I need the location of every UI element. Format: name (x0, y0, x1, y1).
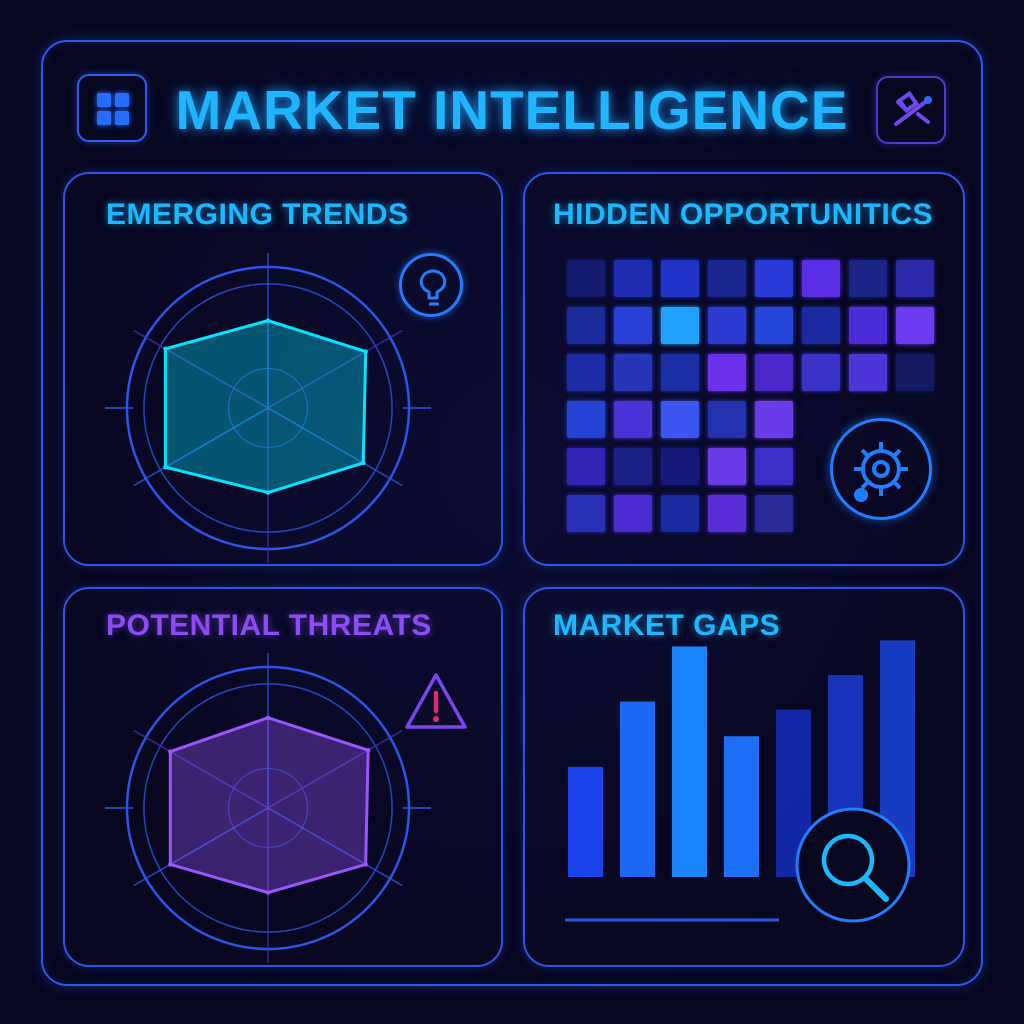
menu-button[interactable] (77, 74, 147, 142)
heatmap-cell (755, 448, 793, 485)
heatmap-cell (849, 354, 887, 391)
page-title: MARKET INTELLIGENCE (175, 79, 849, 141)
heatmap-cell (661, 307, 699, 344)
trend-radar-point (265, 318, 271, 323)
dashboard-frame (41, 40, 983, 986)
potential-threats-panel[interactable]: POTENTIAL THREATS (63, 587, 503, 967)
market-gap-bar (672, 646, 707, 877)
heatmap-cell (661, 401, 699, 438)
emerging-trends-panel[interactable]: EMERGING TRENDS (63, 172, 503, 566)
lightbulb-icon[interactable] (399, 253, 463, 317)
market-gaps-title: MARKET GAPS (553, 609, 781, 642)
potential-threats-radar (105, 652, 431, 964)
heatmap-cell (755, 260, 793, 297)
heatmap-cell (708, 495, 746, 532)
heatmap-cell (661, 495, 699, 532)
threat-radar-axis (267, 807, 403, 887)
potential-threats-title: POTENTIAL THREATS (106, 609, 432, 642)
emerging-trends-title: EMERGING TRENDS (106, 198, 409, 231)
heatmap-cell (802, 260, 840, 297)
heatmap-cell (896, 307, 934, 344)
heatmap-cell (614, 401, 652, 438)
threat-radar-point (265, 715, 271, 720)
trend-radar-point (361, 460, 366, 466)
heatmap-cell (708, 401, 746, 438)
grid-icon (97, 93, 111, 107)
emerging-trends-radar (105, 252, 431, 564)
heatmap-cell (708, 354, 746, 391)
gear-icon[interactable] (830, 418, 932, 520)
heatmap-cell (708, 260, 746, 297)
heatmap-cell (755, 401, 793, 438)
market-gap-bar (620, 701, 655, 877)
heatmap-cell (708, 307, 746, 344)
heatmap-cell (567, 448, 605, 485)
heatmap-cell (849, 307, 887, 344)
heatmap-cell (849, 260, 887, 297)
trend-radar-axis (267, 329, 403, 409)
heatmap-cell (567, 260, 605, 297)
heatmap-cell (614, 354, 652, 391)
satellite-icon (894, 90, 932, 126)
threat-radar-axis (133, 807, 269, 887)
heatmap-cell (614, 260, 652, 297)
threat-radar-axis (133, 729, 269, 809)
heatmap-cell (896, 354, 934, 391)
threat-radar-point (168, 749, 173, 754)
heatmap-cell (614, 495, 652, 532)
market-gap-bar (724, 736, 759, 877)
market-gap-bar (568, 766, 603, 877)
threat-radar-point (363, 862, 368, 867)
threat-radar-point (168, 862, 173, 867)
trend-radar-point (363, 349, 368, 354)
trend-radar-axis (133, 407, 269, 487)
trend-radar-point (163, 346, 168, 351)
threat-radar-point (265, 890, 271, 895)
trend-radar-axis (267, 407, 403, 487)
heatmap-cell (614, 307, 652, 344)
heatmap-cell (802, 354, 840, 391)
satellite-button[interactable] (876, 76, 946, 144)
trend-radar-area (163, 319, 368, 495)
magnifier-icon[interactable] (793, 807, 923, 937)
heatmap-cell (661, 260, 699, 297)
heatmap-cell (661, 448, 699, 485)
heatmap-cell (567, 307, 605, 344)
trend-radar-point (163, 465, 168, 470)
threat-radar-area (168, 716, 370, 895)
heatmap-cell (614, 448, 652, 485)
heatmap-cell (661, 354, 699, 391)
hidden-opportunities-panel[interactable]: HIDDEN OPPORTUNITICS (523, 172, 965, 566)
threat-radar-axis (267, 729, 403, 809)
heatmap-cell (755, 354, 793, 391)
threat-radar-point (365, 747, 371, 753)
market-gaps-bar-chart (565, 640, 915, 922)
heatmap-cell (755, 495, 793, 532)
heatmap-cell (755, 307, 793, 344)
warning-icon[interactable] (401, 669, 471, 735)
heatmap-cell (708, 448, 746, 485)
heatmap-cell (802, 401, 840, 438)
trend-radar-point (265, 490, 271, 495)
trend-radar-axis (133, 329, 269, 409)
market-gaps-panel[interactable]: MARKET GAPS (523, 587, 965, 967)
heatmap-cell (567, 495, 605, 532)
heatmap-cell (567, 354, 605, 391)
heatmap-cell (567, 401, 605, 438)
hidden-opportunities-title: HIDDEN OPPORTUNITICS (553, 198, 934, 231)
heatmap-cell (896, 260, 934, 297)
heatmap-cell (802, 307, 840, 344)
